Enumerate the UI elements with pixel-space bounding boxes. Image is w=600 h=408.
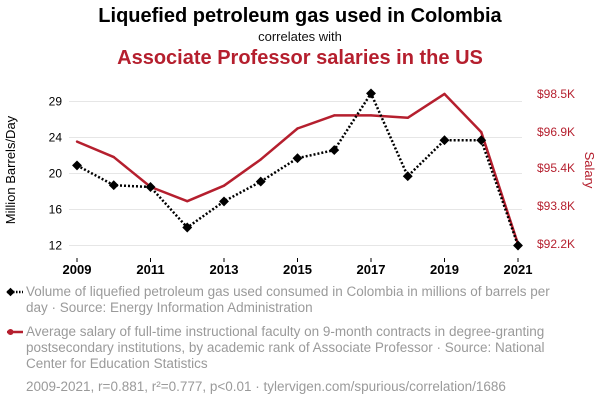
grid-lines <box>69 101 522 246</box>
series-salary-point <box>75 140 79 143</box>
chart-title-top: Liquefied petroleum gas used in Colombia <box>98 5 502 27</box>
series-lpg-point <box>402 171 413 182</box>
series-salary-point <box>406 116 409 119</box>
series-lpg-point <box>329 145 340 156</box>
title-block: Liquefied petroleum gas used in Colombia… <box>0 0 600 71</box>
series-salary-point <box>369 114 373 117</box>
legend-item-lpg: Volume of liquefied petroleum gas used c… <box>6 284 566 316</box>
series-salary-point <box>480 130 483 134</box>
right-tick-label: $92.2K <box>537 237 575 251</box>
x-axis-ticks: 2009 2011 2013 2015 2017 2019 2021 <box>63 258 533 277</box>
right-axis-ticks: $92.2K $93.8K $95.4K $96.9K $98.5K <box>537 87 575 251</box>
left-axis-label: Million Barrels/Day <box>3 115 18 224</box>
series-lpg-point <box>476 135 487 146</box>
x-tick-label: 2015 <box>283 262 312 277</box>
line-chart: 12 16 20 24 29 $92.2K $93.8K $95.4K $96.9K $98.5… <box>3 87 597 277</box>
series-lpg-point <box>108 180 119 191</box>
series-salary-point <box>296 127 299 130</box>
series-lpg-point <box>182 222 193 233</box>
left-axis-ticks: 12 16 20 24 29 <box>49 95 63 253</box>
right-tick-label: $96.9K <box>537 125 575 139</box>
right-tick-label: $98.5K <box>537 87 575 101</box>
series-lpg-point <box>292 153 303 164</box>
legend-marker-salary <box>7 329 23 335</box>
right-tick-label: $93.8K <box>537 199 575 213</box>
chart-connector: correlates with <box>258 29 342 44</box>
series-lpg-point <box>145 182 156 192</box>
legend-label-lpg: Volume of liquefied petroleum gas used c… <box>26 284 550 315</box>
series-lpg-point <box>439 135 450 146</box>
x-tick-label: 2021 <box>504 262 533 277</box>
footer-stats: 2009-2021, r=0.881, r²=0.777, p<0.01 · t… <box>26 379 506 394</box>
series-salary-point <box>259 158 262 161</box>
x-tick-label: 2013 <box>210 262 239 277</box>
series-lpg-point <box>255 176 266 187</box>
right-axis-label: Salary <box>582 152 597 189</box>
series-lpg <box>72 88 523 251</box>
series-lpg-point <box>72 160 82 171</box>
left-tick-label: 20 <box>49 167 63 181</box>
left-tick-label: 12 <box>49 239 63 253</box>
series-salary <box>75 92 520 246</box>
series-salary-point <box>443 92 446 96</box>
x-tick-label: 2019 <box>430 262 459 277</box>
x-tick-label: 2009 <box>63 262 92 277</box>
x-tick-label: 2017 <box>357 262 386 277</box>
chart-title-bottom: Associate Professor salaries in the US <box>117 47 483 69</box>
series-lpg-point <box>219 196 229 207</box>
series-salary-point <box>222 184 226 187</box>
series-salary-point <box>333 114 336 117</box>
series-salary-line <box>76 92 520 245</box>
series-lpg-line <box>76 90 520 246</box>
right-tick-label: $95.4K <box>537 161 575 175</box>
series-lpg-point <box>513 240 523 251</box>
left-tick-label: 16 <box>49 203 63 217</box>
x-tick-label: 2011 <box>136 262 164 277</box>
left-tick-label: 29 <box>49 95 63 109</box>
left-tick-label: 24 <box>49 131 63 145</box>
legend-marker-lpg <box>6 287 23 297</box>
legend-item-salary: Average salary of full-time instructiona… <box>6 324 566 372</box>
legend-label-salary: Average salary of full-time instructiona… <box>26 324 545 371</box>
series-salary-point <box>112 155 115 159</box>
series-salary-point <box>186 199 189 203</box>
